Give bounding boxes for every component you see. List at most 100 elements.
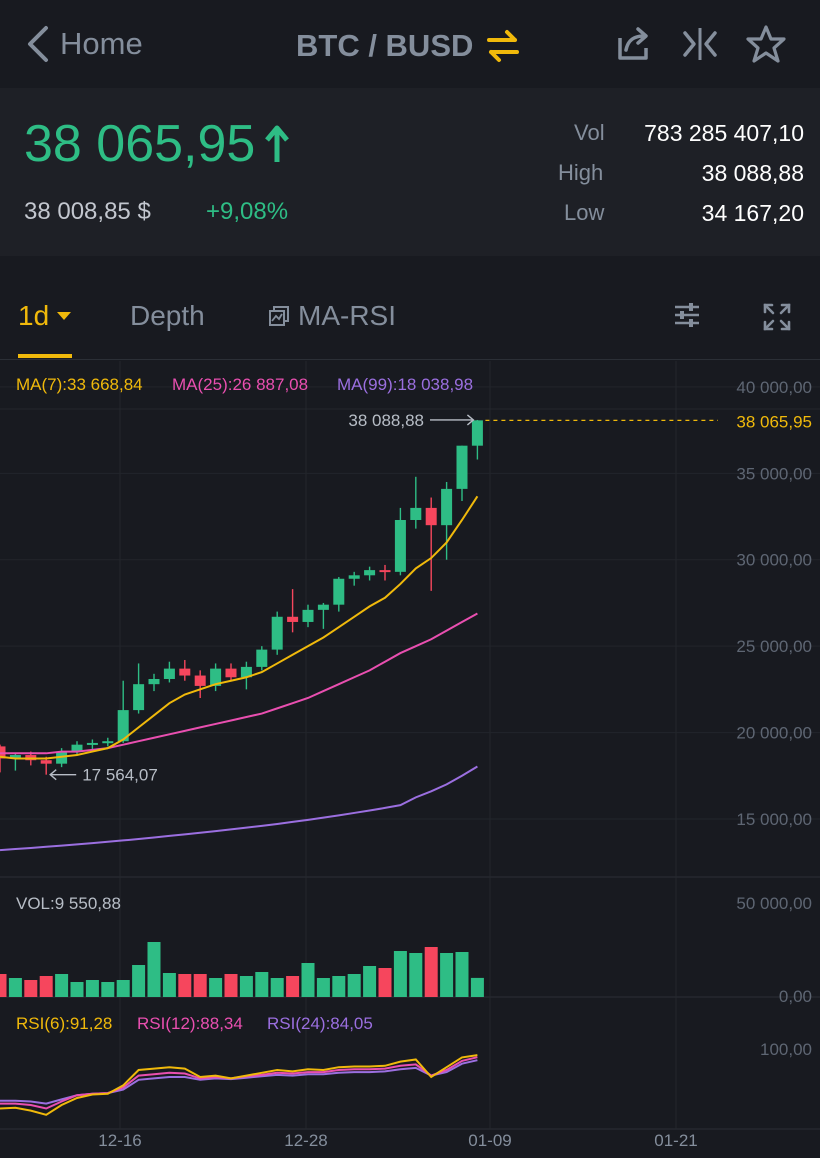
candle-down — [194, 675, 206, 686]
candle-up — [317, 604, 329, 610]
price-change: +9,08% — [206, 198, 289, 225]
candle-up — [240, 666, 252, 678]
ma99-legend: MA(99):18 038,98 — [337, 375, 474, 394]
volume-bar — [8, 978, 22, 997]
fullscreen-icon[interactable] — [762, 302, 792, 332]
max-price-label: 38 088,88 — [348, 411, 424, 430]
chevron-left-icon — [28, 26, 48, 62]
volume-bar — [347, 974, 361, 997]
y-tick-label: 30 000,00 — [736, 551, 812, 570]
x-tick-label: 12-16 — [98, 1131, 141, 1150]
candle-up — [302, 609, 314, 622]
low-label: Low — [564, 200, 605, 225]
candle-up — [333, 578, 345, 605]
candle-up — [71, 744, 83, 752]
candle-up — [271, 616, 283, 650]
volume-bar — [193, 974, 207, 997]
candle-down — [287, 616, 299, 622]
ma99-line — [0, 765, 478, 852]
sliders-icon[interactable] — [672, 300, 702, 330]
candle-up — [9, 755, 21, 759]
y-tick-label: 35 000,00 — [736, 464, 812, 483]
caret-down-icon — [57, 312, 72, 320]
ma7-line — [0, 495, 479, 760]
x-tick-label: 12-28 — [284, 1131, 327, 1150]
last-price: 38 065,95 — [24, 114, 291, 174]
x-tick-label: 01-09 — [468, 1131, 511, 1150]
vol-legend: VOL:9 550,88 — [16, 894, 121, 913]
candle-down — [425, 507, 437, 526]
star-icon[interactable] — [746, 24, 786, 64]
volume-bar — [162, 973, 176, 997]
volume-bar — [39, 976, 53, 997]
volume-bar — [239, 976, 253, 997]
ticker-header: 38 065,95 38 008,85 $ +9,08% Vol 783 285… — [0, 88, 820, 256]
candle-up — [441, 488, 453, 526]
rsi-tick-label: 100,00 — [760, 1040, 812, 1059]
y-tick-label: 15 000,00 — [736, 810, 812, 829]
candle-down — [40, 760, 52, 764]
x-tick-label: 01-21 — [654, 1131, 697, 1150]
indicator-icon — [269, 306, 289, 326]
candle-up — [148, 678, 160, 685]
tab-depth[interactable]: Depth — [130, 300, 205, 331]
vol-tick-label: 0,00 — [779, 987, 812, 1006]
vol-tick-label: 50 000,00 — [736, 894, 812, 913]
volume-bar — [116, 980, 130, 997]
volume-bar — [85, 980, 99, 997]
vol-label: Vol — [574, 120, 605, 145]
max-price-arrow-head — [466, 414, 475, 426]
volume-bar — [24, 980, 38, 997]
volume-bar — [147, 942, 161, 997]
back-label: Home — [60, 26, 143, 61]
volume-bar — [55, 974, 69, 997]
candle-up — [163, 668, 175, 679]
volume-bar — [70, 982, 84, 997]
swap-arrows-icon — [487, 30, 520, 62]
pair-selector[interactable]: BTC / BUSD — [296, 24, 521, 68]
volume-bar — [393, 951, 407, 997]
chart-tabs: 1d Depth MA-RSI — [0, 272, 820, 360]
chart-area[interactable]: 12-16 12-28 01-09 01-21 40 000,00 35 000,00 30… — [0, 361, 820, 1158]
candle-down — [225, 668, 237, 678]
vol-value: 783 285 407,10 — [644, 120, 804, 146]
rsi6-line — [0, 1054, 478, 1116]
y-tick-label: 25 000,00 — [736, 637, 812, 656]
arrow-up-icon — [265, 125, 290, 162]
back-button[interactable]: Home — [22, 22, 143, 66]
last-price-label: 38 065,95 — [736, 412, 812, 431]
rsi24-legend: RSI(24):84,05 — [267, 1014, 373, 1033]
chart-canvas[interactable]: 12-16 12-28 01-09 01-21 40 000,00 35 000,00 30… — [0, 361, 820, 1158]
volume-bar — [455, 952, 469, 997]
volume-bar — [301, 963, 315, 997]
candle-up — [348, 575, 360, 579]
compare-icon[interactable] — [680, 24, 720, 64]
volume-bar — [470, 977, 484, 997]
volume-bar — [209, 978, 223, 997]
volume-bar — [224, 974, 238, 997]
ma7-legend: MA(7):33 668,84 — [16, 375, 143, 394]
share-icon[interactable] — [614, 24, 654, 64]
volume-bar — [286, 976, 300, 997]
candle-up — [410, 507, 422, 520]
ma-rsi-label: MA-RSI — [298, 300, 396, 331]
candle-up — [471, 420, 483, 446]
high-label: High — [558, 160, 604, 185]
ma25-legend: MA(25):26 887,08 — [172, 375, 309, 394]
tab-interval[interactable]: 1d — [18, 300, 73, 332]
last-price-value: 38 065,95 — [24, 115, 256, 173]
volume-bar — [178, 974, 192, 997]
volume-bar — [409, 953, 423, 997]
volume-bar — [440, 953, 454, 997]
candle-up — [86, 742, 98, 745]
volume-bar — [255, 972, 269, 997]
rsi6-legend: RSI(6):91,28 — [16, 1014, 113, 1033]
tab-ma-rsi[interactable]: MA-RSI — [268, 300, 396, 332]
candle-up — [210, 668, 222, 686]
candle-down — [179, 668, 191, 676]
volume-bar — [378, 968, 392, 997]
min-price-arrow-head — [49, 769, 57, 781]
volume-bar — [270, 978, 284, 997]
interval-label: 1d — [18, 300, 50, 331]
volume-bar — [316, 978, 330, 997]
